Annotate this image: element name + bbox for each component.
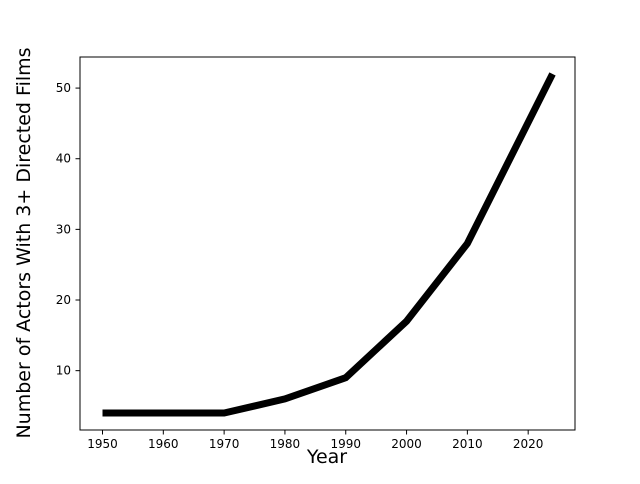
y-tick-label: 30 <box>56 222 71 236</box>
x-tick-label: 2010 <box>452 437 483 451</box>
x-tick-label: 2000 <box>391 437 422 451</box>
y-axis-label: Number of Actors With 3+ Directed Films <box>13 47 35 438</box>
plot-frame <box>79 56 576 431</box>
y-tick-label: 50 <box>56 81 71 95</box>
x-tick-label: 1950 <box>87 437 118 451</box>
x-tick-label: 1970 <box>209 437 240 451</box>
x-tick-label: 2020 <box>513 437 544 451</box>
x-tick-label: 1960 <box>148 437 179 451</box>
x-tick-label: 1990 <box>330 437 361 451</box>
x-axis-label: Year <box>306 446 347 468</box>
y-tick-label: 40 <box>56 152 71 166</box>
ticks-layer: 1950 1960 1970 1980 1990 2000 2010 2020 10 20 30 40… <box>56 81 544 451</box>
series-layer <box>102 72 556 417</box>
data-line <box>102 72 556 417</box>
x-tick-label: 1980 <box>270 437 301 451</box>
y-tick-label: 10 <box>56 364 71 378</box>
y-tick-label: 20 <box>56 293 71 307</box>
